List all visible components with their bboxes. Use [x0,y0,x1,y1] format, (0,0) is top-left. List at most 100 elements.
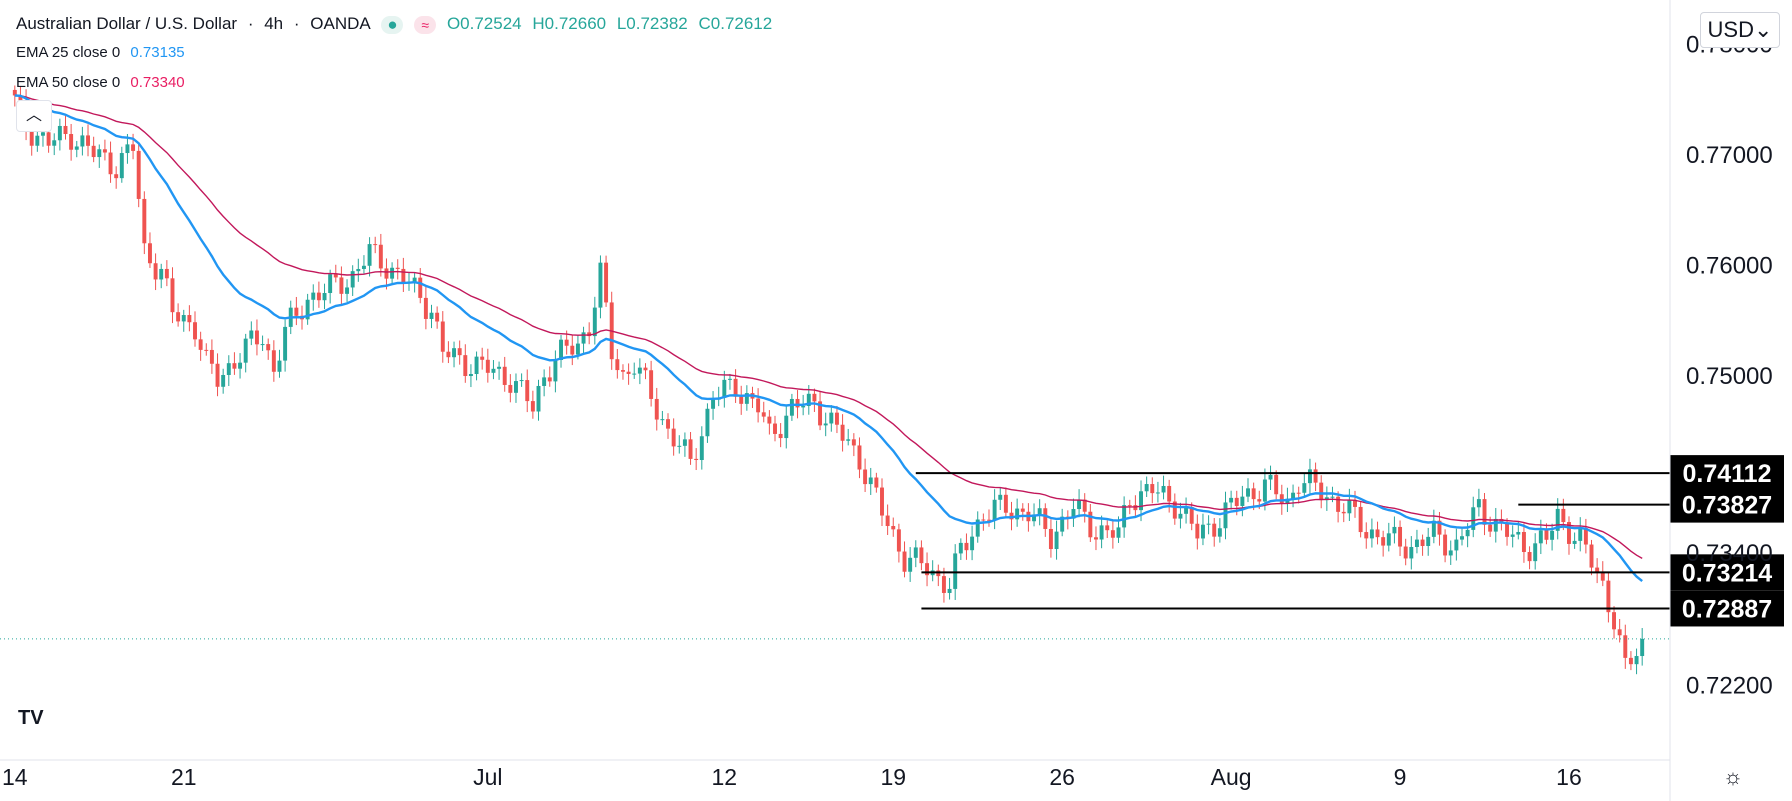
compare-wave-icon[interactable]: ≈ [414,15,437,34]
candle-body [1206,523,1211,525]
candle-body [1037,508,1042,515]
candle-body [1369,529,1374,539]
candle-body [1285,498,1290,504]
time-tick-label: 19 [880,764,906,790]
level-label-box [1670,486,1784,523]
candle-body [739,396,744,404]
collapse-legend-button[interactable]: ︿ [16,100,52,132]
candle-body [491,368,496,373]
candle-body [1550,530,1555,540]
candle-body [452,348,457,358]
candle-body [46,132,51,146]
candle-body [1015,508,1020,520]
candle-body [964,542,969,551]
tradingview-logo-icon[interactable]: TV [18,707,44,729]
candle-body [1600,572,1605,581]
candle-body [260,344,265,346]
level-label-text: 0.73214 [1682,559,1772,587]
ema50-legend[interactable]: EMA 50 close 0 0.73340 [16,74,191,91]
candle-body [1572,540,1577,544]
settings-gear-icon[interactable]: ☼ [1722,764,1744,789]
candle-body [975,519,980,537]
currency-selector[interactable]: USD⌄ [1700,12,1780,48]
symbol-header: Australian Dollar / U.S. Dollar · 4h · O… [16,14,778,34]
candle-body [1234,497,1239,506]
candle-body [1189,507,1194,524]
candle-body [209,349,214,364]
candle-body [367,244,372,266]
candle-body [243,338,248,363]
candle-body [525,380,530,402]
time-tick-label: 12 [712,764,738,790]
time-tick-label: Jul [473,764,502,790]
chevron-down-icon: ⌄ [1754,17,1773,42]
candle-body [958,542,963,554]
candle-body [277,360,282,372]
candle-body [1364,532,1369,539]
candle-body [1358,506,1363,533]
candle-body [91,145,96,158]
candle-body [829,412,834,424]
candle-body [108,152,113,175]
candle-body [913,547,918,558]
candle-body [395,267,400,269]
candle-body [1482,499,1487,525]
candle-body [1099,525,1104,540]
candle-body [131,144,136,151]
candle-body [1088,511,1093,538]
candle-body [1606,580,1611,613]
candle-body [812,393,817,402]
level-label-box [1670,455,1784,492]
candle-body [1527,552,1532,562]
candle-body [694,458,699,461]
candle-body [176,312,181,322]
candle-body [722,379,727,398]
candle-body [468,374,473,377]
candle-body [1460,536,1464,540]
candle-body [1032,514,1037,522]
candle-body [1443,534,1448,556]
candle-body [271,350,276,372]
candle-body [1567,522,1571,544]
candle-body [221,374,226,387]
candle-body [401,268,406,284]
candle-body [170,278,175,313]
level-label-text: 0.72887 [1682,595,1772,623]
candle-body [1223,502,1228,529]
candle-body [1336,496,1341,512]
time-tick-label: Aug [1211,764,1252,790]
time-tick-label: 16 [1556,764,1582,790]
candle-body [1133,505,1138,511]
candle-body [992,499,997,520]
candle-body [756,398,761,413]
candle-body [1420,539,1425,546]
ema25-legend[interactable]: EMA 25 close 0 0.73135 [16,44,191,61]
candle-body [1144,484,1149,492]
candle-body [604,262,609,303]
timeframe[interactable]: 4h [264,14,284,33]
candle-body [187,315,192,323]
candle-body [1195,523,1200,539]
candle-body [1589,544,1594,568]
candle-body [530,401,535,412]
candle-body [1431,520,1436,537]
candle-body [553,359,558,382]
candle-body [305,299,310,320]
candle-body [705,408,710,437]
ohlc-low: L0.72382 [616,14,688,33]
candle-body [795,398,800,408]
candle-body [885,515,890,527]
candle-body [1307,469,1312,484]
candle-body [643,367,648,371]
candle-body [857,445,862,470]
candle-body [598,262,603,308]
candle-body [147,243,152,264]
candle-body [35,135,40,146]
candle-body [773,423,777,434]
ema25-line [14,94,1643,583]
candle-body [784,415,789,439]
market-status-icon[interactable]: ● [381,15,404,34]
candle-body [941,576,946,593]
